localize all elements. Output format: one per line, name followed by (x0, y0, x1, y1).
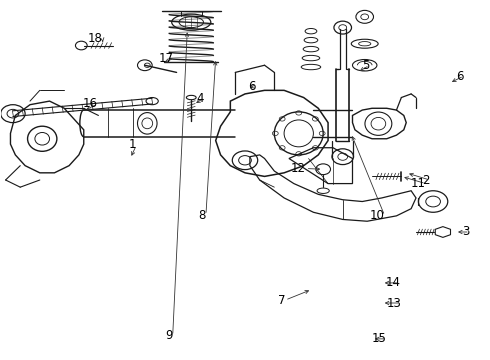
Text: 18: 18 (87, 32, 102, 45)
Text: 4: 4 (196, 92, 203, 105)
Text: 3: 3 (463, 225, 470, 238)
Text: 2: 2 (422, 174, 430, 186)
Text: 14: 14 (385, 276, 400, 289)
Text: 12: 12 (291, 162, 306, 175)
Text: 16: 16 (82, 98, 98, 111)
Text: 6: 6 (248, 80, 256, 93)
Text: 17: 17 (159, 51, 174, 64)
Text: 11: 11 (411, 177, 426, 190)
Text: 15: 15 (372, 332, 387, 345)
Text: 13: 13 (387, 297, 401, 310)
Text: 9: 9 (165, 329, 172, 342)
Text: 10: 10 (370, 210, 385, 222)
Text: 5: 5 (362, 59, 369, 72)
Text: 6: 6 (456, 69, 464, 82)
Text: 8: 8 (198, 209, 206, 222)
Text: 1: 1 (129, 138, 137, 151)
Text: 7: 7 (277, 294, 285, 307)
